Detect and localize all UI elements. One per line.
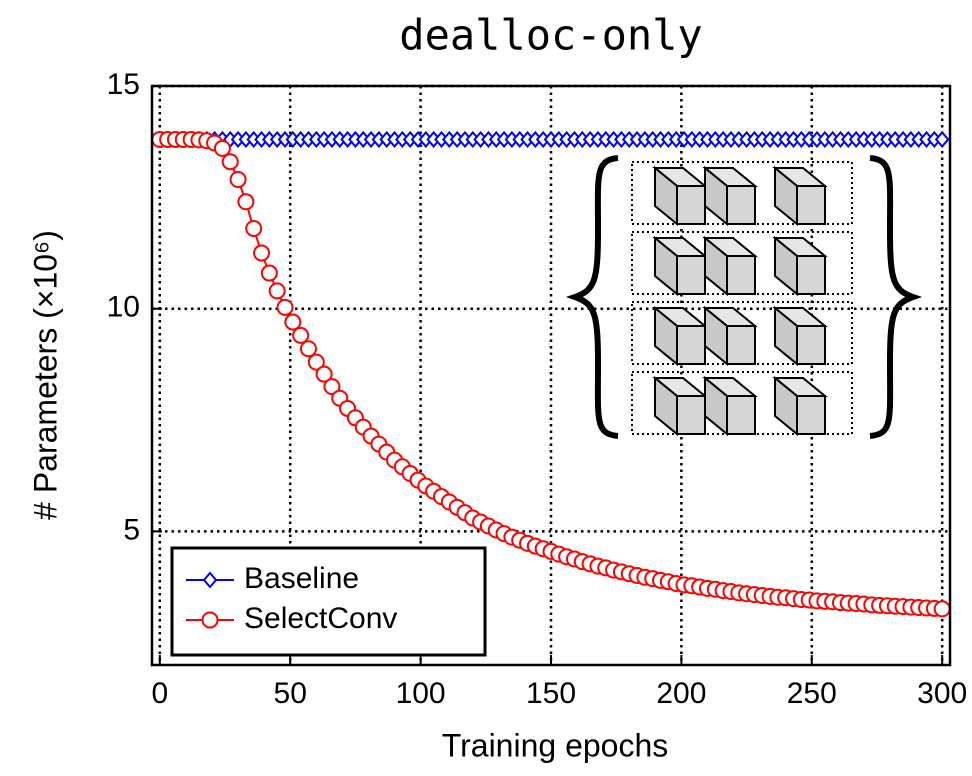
legend-label: Baseline — [244, 562, 359, 595]
x-tick-label: 100 — [396, 677, 446, 710]
y-tick-label: 10 — [107, 291, 140, 324]
data-point — [246, 221, 261, 236]
data-point — [301, 341, 316, 356]
legend-marker — [203, 613, 218, 628]
block-front — [677, 326, 705, 364]
data-point — [215, 141, 230, 156]
block-front — [677, 256, 705, 294]
block-front — [797, 396, 825, 434]
block-front — [727, 326, 755, 364]
x-tick-label: 50 — [274, 677, 307, 710]
block-front — [727, 396, 755, 434]
data-point — [262, 266, 277, 281]
x-axis-label: Training epochs — [442, 727, 669, 763]
data-point — [254, 246, 269, 261]
y-tick-label: 5 — [123, 513, 140, 546]
y-tick-label: 15 — [107, 68, 140, 101]
legend-label: SelectConv — [244, 602, 397, 635]
data-point — [936, 132, 948, 146]
block-front — [677, 186, 705, 224]
data-point — [293, 328, 308, 343]
data-point — [285, 315, 300, 330]
data-point — [231, 172, 246, 187]
block-front — [797, 326, 825, 364]
block-front — [727, 186, 755, 224]
chart: dealloc-only Training epochs # Parameter… — [0, 0, 972, 776]
y-axis-label: # Parameters (×10⁶) — [27, 230, 63, 520]
block-front — [797, 256, 825, 294]
x-tick-label: 200 — [656, 677, 706, 710]
block-front — [797, 186, 825, 224]
block-front — [677, 396, 705, 434]
x-tick-label: 300 — [917, 677, 967, 710]
x-tick-label: 0 — [151, 677, 168, 710]
x-tick-label: 150 — [526, 677, 576, 710]
data-point — [278, 300, 293, 315]
brace — [575, 158, 618, 436]
chart-title: dealloc-only — [399, 11, 702, 60]
data-point — [270, 283, 285, 298]
block-front — [727, 256, 755, 294]
brace — [870, 158, 913, 436]
data-point — [238, 194, 253, 209]
x-tick-label: 250 — [787, 677, 837, 710]
illustration — [575, 158, 913, 436]
data-point — [223, 154, 238, 169]
data-point — [935, 601, 950, 616]
